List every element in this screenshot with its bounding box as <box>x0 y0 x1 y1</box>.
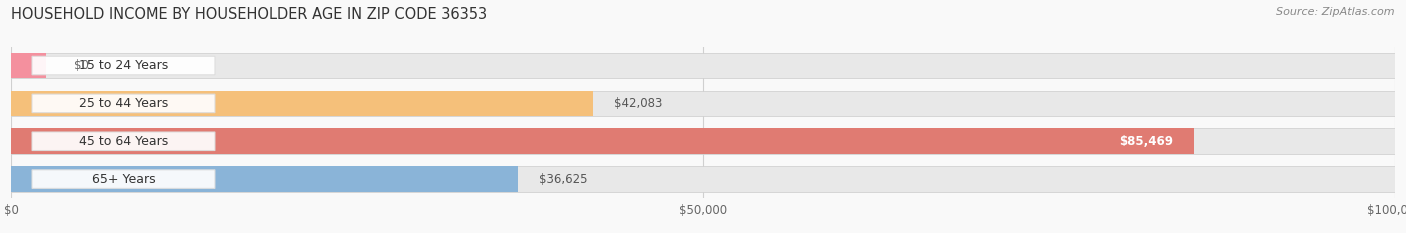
FancyBboxPatch shape <box>32 56 215 75</box>
Bar <box>11 53 1395 78</box>
Bar <box>11 128 1395 154</box>
Text: $0: $0 <box>73 59 89 72</box>
Bar <box>11 166 1395 192</box>
Bar <box>11 53 46 78</box>
Text: HOUSEHOLD INCOME BY HOUSEHOLDER AGE IN ZIP CODE 36353: HOUSEHOLD INCOME BY HOUSEHOLDER AGE IN Z… <box>11 7 488 22</box>
Text: Source: ZipAtlas.com: Source: ZipAtlas.com <box>1277 7 1395 17</box>
Bar <box>11 166 517 192</box>
Text: 15 to 24 Years: 15 to 24 Years <box>79 59 169 72</box>
Text: $36,625: $36,625 <box>538 173 588 186</box>
Text: 65+ Years: 65+ Years <box>91 173 155 186</box>
Text: 45 to 64 Years: 45 to 64 Years <box>79 135 169 148</box>
Text: $42,083: $42,083 <box>614 97 662 110</box>
FancyBboxPatch shape <box>32 170 215 188</box>
FancyBboxPatch shape <box>32 94 215 113</box>
Text: 25 to 44 Years: 25 to 44 Years <box>79 97 169 110</box>
Bar <box>11 90 593 116</box>
Bar <box>11 90 1395 116</box>
Text: $85,469: $85,469 <box>1119 135 1173 148</box>
Bar <box>11 128 1194 154</box>
FancyBboxPatch shape <box>32 132 215 151</box>
